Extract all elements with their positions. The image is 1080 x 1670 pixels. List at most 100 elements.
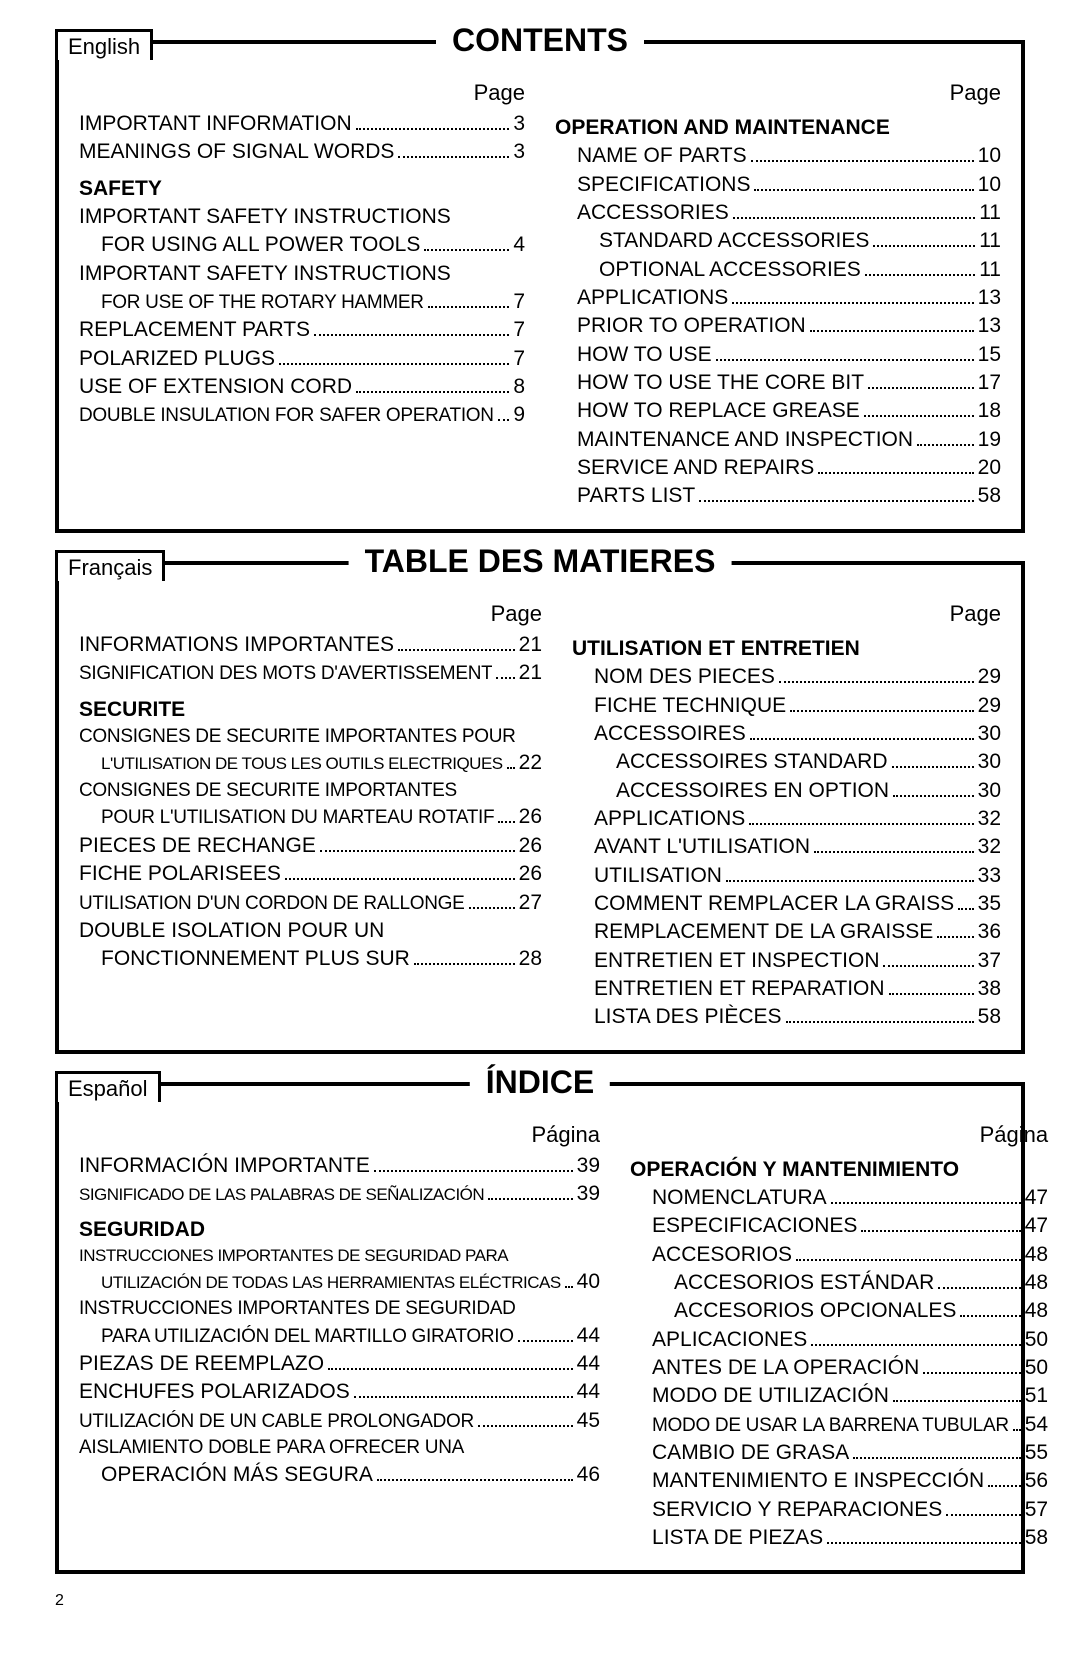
toc-page: 39 (577, 1152, 600, 1180)
dot-leader (498, 821, 514, 823)
toc-label: LISTA DES PIÈCES (594, 1003, 782, 1031)
section-title: CONTENTS (436, 22, 644, 59)
toc-label: CAMBIO DE GRASA (652, 1439, 849, 1467)
toc-entry: ACCESORIOS 48 (630, 1241, 1048, 1269)
toc-label: UTILISATION (594, 862, 722, 890)
dot-leader (478, 1425, 573, 1427)
dot-leader (279, 363, 509, 365)
toc-entry: LISTA DES PIÈCES 58 (572, 1003, 1001, 1031)
dot-leader (917, 444, 974, 446)
toc-page: 51 (1025, 1382, 1048, 1410)
toc-label: SERVICIO Y REPARACIONES (652, 1496, 942, 1524)
toc-heading: SAFETY (79, 175, 525, 203)
toc-label: HOW TO REPLACE GREASE (577, 397, 860, 425)
dot-leader (751, 160, 974, 162)
toc-heading: UTILISATION ET ENTRETIEN (572, 635, 1001, 663)
toc-page: 20 (978, 454, 1001, 482)
dot-leader (779, 681, 974, 683)
dot-leader (328, 1368, 573, 1370)
toc-label: DOUBLE INSULATION FOR SAFER OPERATION (79, 403, 494, 429)
toc-entry: FONCTIONNEMENT PLUS SUR 28 (79, 945, 542, 973)
toc-entry: PIEZAS DE REEMPLAZO 44 (79, 1350, 600, 1378)
dot-leader (424, 249, 509, 251)
toc-page: 44 (577, 1378, 600, 1406)
toc-entry: PARA UTILIZACIÓN DEL MARTILLO GIRATORIO … (79, 1322, 600, 1350)
toc-entry: HOW TO USE 15 (555, 341, 1001, 369)
toc-label: ENTRETIEN ET INSPECTION (594, 947, 879, 975)
dot-leader (873, 245, 975, 247)
toc-label: OPTIONAL ACCESSORIES (599, 256, 861, 284)
toc-entry: UTILISATION D'UN CORDON DE RALLONGE 27 (79, 889, 542, 917)
toc-label: MODO DE USAR LA BARRENA TUBULAR (652, 1413, 1009, 1439)
dot-leader (314, 334, 509, 336)
toc-label: ACCESORIOS (652, 1241, 792, 1269)
columns: Page IMPORTANT INFORMATION 3 MEANINGS OF… (79, 80, 1001, 511)
toc-section: Español ÍNDICE Página INFORMACIÓN IMPORT… (55, 1082, 1025, 1575)
toc-page: 44 (577, 1350, 600, 1378)
toc-label: PRIOR TO OPERATION (577, 312, 806, 340)
toc-label: NAME OF PARTS (577, 142, 747, 170)
toc-page: 7 (513, 345, 525, 373)
dot-leader (864, 415, 974, 417)
right-column: Page UTILISATION ET ENTRETIEN NOM DES PI… (572, 601, 1001, 1032)
dot-leader (960, 1315, 1020, 1317)
toc-entry: ESPECIFICACIONES 47 (630, 1212, 1048, 1240)
left-column: Page IMPORTANT INFORMATION 3 MEANINGS OF… (79, 80, 525, 511)
toc-label: L'UTILISATION DE TOUS LES OUTILS ELECTRI… (101, 753, 503, 776)
toc-entry: STANDARD ACCESSORIES 11 (555, 227, 1001, 255)
page-header: Page (572, 601, 1001, 627)
toc-section: English CONTENTS Page IMPORTANT INFORMAT… (55, 40, 1025, 533)
toc-label: ACCESSOIRES STANDARD (616, 748, 888, 776)
toc-wrap: INSTRUCCIONES IMPORTANTES DE SEGURIDAD (79, 1296, 600, 1322)
dot-leader (796, 1259, 1021, 1261)
toc-label: NOM DES PIECES (594, 663, 775, 691)
toc-label: PIECES DE RECHANGE (79, 832, 316, 860)
toc-heading: OPERATION AND MAINTENANCE (555, 114, 1001, 142)
toc-entry: ENTRETIEN ET INSPECTION 37 (572, 947, 1001, 975)
right-column: Page OPERATION AND MAINTENANCE NAME OF P… (555, 80, 1001, 511)
dot-leader (946, 1514, 1021, 1516)
toc-page: 15 (978, 341, 1001, 369)
toc-page: 37 (978, 947, 1001, 975)
toc-label: MEANINGS OF SIGNAL WORDS (79, 138, 394, 166)
toc-page: 47 (1025, 1184, 1048, 1212)
toc-label: ENCHUFES POLARIZADOS (79, 1378, 350, 1406)
toc-page: 45 (577, 1407, 600, 1435)
dot-leader (726, 880, 974, 882)
toc-label: STANDARD ACCESSORIES (599, 227, 869, 255)
toc-label: OPERACIÓN MÁS SEGURA (101, 1461, 373, 1489)
dot-leader (988, 1485, 1021, 1487)
toc-page: 26 (519, 803, 542, 831)
toc-entry: NOMENCLATURA 47 (630, 1184, 1048, 1212)
dot-leader (811, 1344, 1021, 1346)
toc-page: 26 (519, 860, 542, 888)
toc-entry: USE OF EXTENSION CORD 8 (79, 373, 525, 401)
dot-leader (699, 500, 973, 502)
toc-entry: REPLACEMENT PARTS 7 (79, 316, 525, 344)
page-header: Página (79, 1122, 600, 1148)
toc-label: ACCESSOIRES (594, 720, 746, 748)
toc-label: FICHE TECHNIQUE (594, 692, 786, 720)
toc-wrap: CONSIGNES DE SECURITE IMPORTANTES (79, 778, 542, 804)
toc-section: Français TABLE DES MATIERES Page INFORMA… (55, 561, 1025, 1054)
toc-page: 3 (513, 110, 525, 138)
toc-entry: ANTES DE LA OPERACIÓN 50 (630, 1354, 1048, 1382)
dot-leader (1013, 1429, 1021, 1431)
toc-page: 29 (978, 692, 1001, 720)
toc-entry: POLARIZED PLUGS 7 (79, 345, 525, 373)
toc-entry: AVANT L'UTILISATION 32 (572, 833, 1001, 861)
dot-leader (716, 359, 974, 361)
toc-page: 55 (1025, 1439, 1048, 1467)
toc-entry: DOUBLE INSULATION FOR SAFER OPERATION 9 (79, 401, 525, 429)
dot-leader (790, 710, 974, 712)
toc-label: LISTA DE PIEZAS (652, 1524, 823, 1552)
toc-label: UTILIZACIÓN DE UN CABLE PROLONGADOR (79, 1409, 474, 1435)
toc-page: 11 (979, 256, 1001, 284)
toc-entry: HOW TO REPLACE GREASE 18 (555, 397, 1001, 425)
toc-page: 13 (978, 312, 1001, 340)
dot-leader (892, 766, 974, 768)
toc-page: 48 (1025, 1241, 1048, 1269)
toc-label: REMPLACEMENT DE LA GRAISSE (594, 918, 933, 946)
toc-page: 33 (978, 862, 1001, 890)
dot-leader (398, 156, 509, 158)
